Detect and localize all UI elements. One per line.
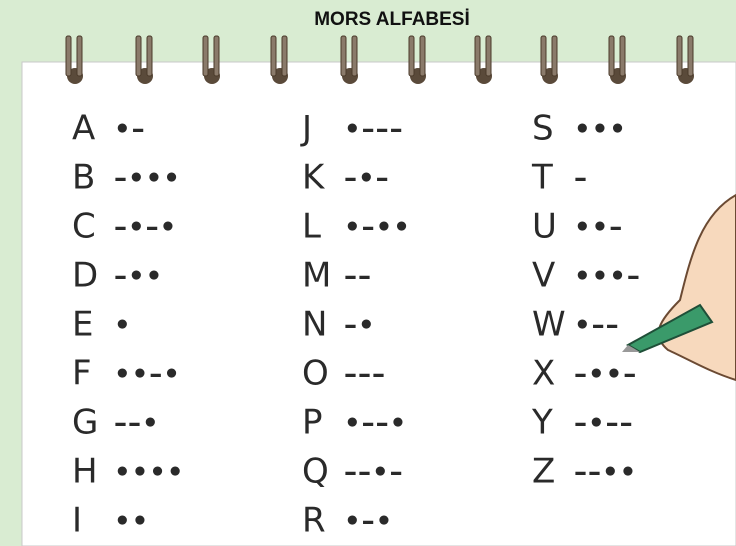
ring [146,35,153,77]
ring [340,35,347,77]
ring [608,35,615,77]
ring [270,35,277,77]
morse-code: •––• [344,409,407,439]
letter: Q [302,452,329,492]
spiral-rings [65,35,694,84]
letter: G [72,403,98,443]
morse-code: –•• [114,262,163,292]
morse-code: •–•• [344,213,411,243]
morse-code: •– [114,115,146,145]
letter: Y [531,403,553,443]
ring [76,35,83,77]
ring [619,35,626,77]
letter: J [300,109,312,149]
morse-code: •• [114,507,149,537]
ring [135,35,142,77]
letter: I [72,501,82,541]
ring [485,35,492,77]
ring [65,35,72,77]
letter: X [532,354,555,394]
letter: U [532,207,557,247]
ring [351,35,358,77]
letter: T [531,158,553,198]
morse-code: •–– [574,311,620,341]
letter: H [72,452,98,492]
letter: R [302,501,326,541]
morse-code: •••• [114,458,184,488]
morse-code: –••– [574,360,637,390]
letter: K [302,158,326,198]
morse-code: ••• [574,115,627,145]
morse-code: ––•• [574,458,637,488]
morse-code: –– [344,262,372,292]
ring [687,35,694,77]
ring [213,35,220,77]
ring [408,35,415,77]
letter: V [532,256,555,296]
letter: Z [532,452,555,492]
morse-code: –•–– [574,409,634,439]
ring [474,35,481,77]
ring [676,35,683,77]
morse-code: •••– [574,262,641,292]
letter: A [72,109,95,149]
letter: P [302,403,323,443]
morse-code: –• [344,311,376,341]
morse-code: –•–• [114,213,177,243]
morse-code: ––– [344,360,386,390]
letter: O [302,354,329,394]
morse-code: –••• [114,164,181,194]
morse-code: ••– [574,213,623,243]
morse-code: •–• [344,507,393,537]
letter: B [72,158,95,198]
letter: F [72,354,92,394]
morse-code: ––•– [344,458,404,488]
letter: S [532,109,554,149]
ring [281,35,288,77]
letter: E [72,305,93,345]
letter: N [302,305,327,345]
morse-code: – [574,164,588,194]
ring [540,35,547,77]
ring [202,35,209,77]
title: MORS ALFABESİ [314,9,470,30]
morse-entries: A •–B –•••C –•–•D –••E •F ••–•G ––•H ••••I ••J •––… [72,109,641,541]
letter: D [72,256,98,296]
letter: W [532,305,566,345]
morse-code: • [114,311,132,341]
letter: M [302,256,331,296]
hand [622,193,736,382]
morse-code: –•– [344,164,390,194]
notebook-page [21,61,736,546]
letter: L [302,207,321,247]
morse-code: ••–• [114,360,181,390]
ring [419,35,426,77]
morse-code: ––• [114,409,160,439]
letter: C [72,207,96,247]
morse-code: •––– [344,115,404,145]
ring [551,35,558,77]
